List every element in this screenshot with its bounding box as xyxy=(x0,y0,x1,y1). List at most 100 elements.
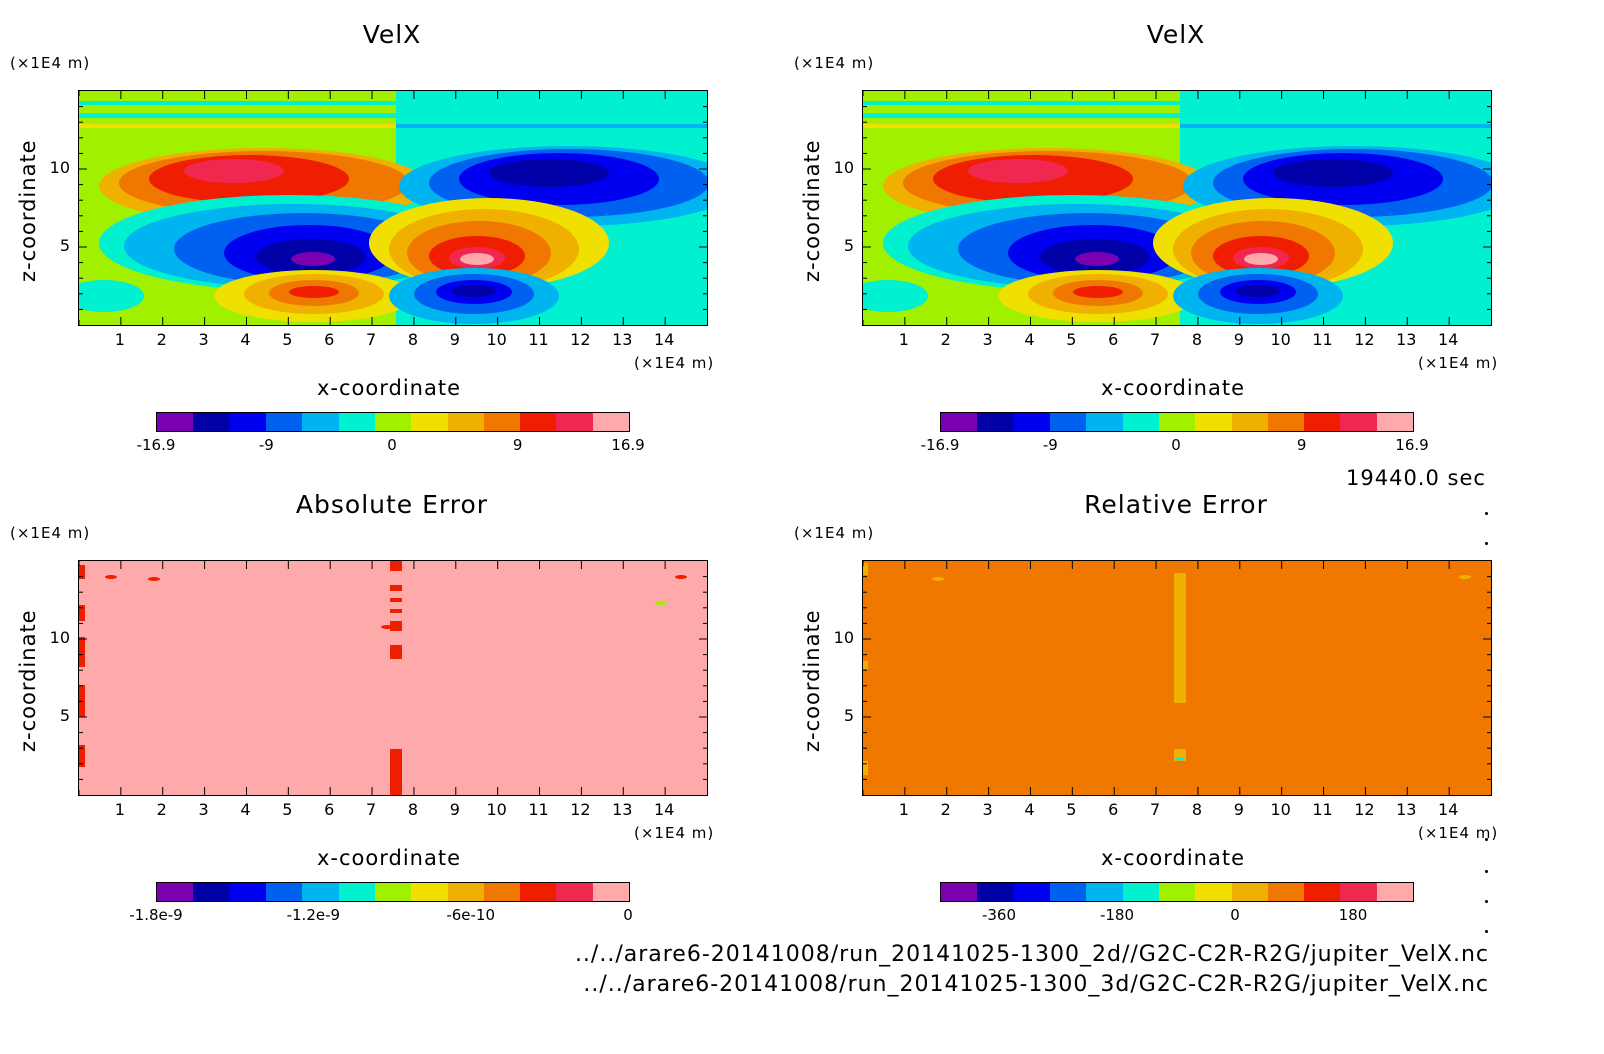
colorbar-swatch xyxy=(1267,883,1305,901)
field-band xyxy=(79,101,707,105)
marker-dot xyxy=(1485,838,1488,841)
marker-dot xyxy=(1485,900,1488,903)
colorbar-swatch xyxy=(1231,413,1268,431)
colorbar-swatch xyxy=(411,883,448,901)
positive-lobe xyxy=(1073,286,1123,298)
colorbar-label: 0 xyxy=(1230,906,1240,924)
x-tick-label: 9 xyxy=(1233,330,1244,349)
colorbar-label: -9 xyxy=(258,436,274,454)
error-patch xyxy=(863,661,868,669)
x-tick-label: 4 xyxy=(1024,800,1035,819)
negative-lobe xyxy=(1273,159,1393,187)
x-tick-label: 5 xyxy=(282,800,293,819)
field-band xyxy=(863,124,1180,128)
error-patch xyxy=(390,749,402,795)
colorbar-label: 16.9 xyxy=(611,436,645,454)
colorbar-swatch xyxy=(1195,883,1232,901)
colorbar-swatch xyxy=(977,883,1014,901)
x-tick-label: 9 xyxy=(449,330,460,349)
plot-area xyxy=(78,560,708,796)
colorbar-label: 180 xyxy=(1338,906,1368,924)
y-axis-label: z-coordinate xyxy=(800,139,824,282)
field-band xyxy=(863,113,1491,118)
colorbar-swatch xyxy=(302,883,339,901)
colorbar-swatch xyxy=(1304,883,1341,901)
x-tick-label: 8 xyxy=(1191,800,1203,819)
x-tick-label: 12 xyxy=(1354,330,1375,349)
error-patch xyxy=(381,625,393,629)
x-tick-label: 6 xyxy=(324,330,335,349)
x-tick-label: 11 xyxy=(1312,800,1333,819)
colorbar-swatch xyxy=(447,883,484,901)
y-axis-unit: (×1E4 m) xyxy=(10,524,91,542)
tick-marks xyxy=(863,91,1491,325)
colorbar-label: 9 xyxy=(512,436,523,454)
chart-title: Relative Error xyxy=(1084,490,1268,519)
x-tick-label: 2 xyxy=(940,330,951,349)
tick-marks xyxy=(79,561,707,795)
colorbar-swatch xyxy=(556,413,593,431)
colorbar-swatch xyxy=(265,883,303,901)
source-file-path-2: ../../arare6-20141008/run_20141025-1300_… xyxy=(583,972,1489,997)
colorbar-label: 9 xyxy=(1296,436,1307,454)
x-tick-label: 1 xyxy=(114,800,125,819)
edge-feature xyxy=(649,272,707,300)
colorbar-swatch xyxy=(556,883,593,901)
x-axis-unit: (×1E4 m) xyxy=(1418,824,1499,842)
colorbar-swatch xyxy=(1340,883,1377,901)
y-tick-label: 10 xyxy=(833,628,854,647)
absolute-error-panel: Absolute Error (×1E4 m) z-coordinate 1 2 3 4 5 6… xyxy=(0,470,780,940)
velx-panel-left: VelX (×1E4 m) z-coordinate 1 2 3 4 5 6 7 8 9 10 11 12 1… xyxy=(0,0,780,470)
negative-lobe xyxy=(452,285,496,297)
x-tick-label: 4 xyxy=(1024,330,1035,349)
positive-lobe xyxy=(184,159,284,183)
x-tick-label: 13 xyxy=(1396,800,1417,819)
x-tick-label: 14 xyxy=(653,800,675,819)
colorbar-label: 0 xyxy=(1171,436,1181,454)
colorbar-swatch xyxy=(447,413,484,431)
chart-title: VelX xyxy=(362,20,422,49)
y-tick-label: 10 xyxy=(49,158,70,177)
y-axis-label: z-coordinate xyxy=(16,609,40,752)
x-tick-label: 2 xyxy=(156,330,167,349)
x-axis-label: x-coordinate xyxy=(317,376,462,400)
y-axis-label: z-coordinate xyxy=(16,139,40,282)
field-band xyxy=(79,124,396,128)
field-band xyxy=(396,124,707,128)
colorbar-label: 0 xyxy=(387,436,397,454)
y-tick-label: 10 xyxy=(833,158,854,177)
field-heatmap xyxy=(863,561,1491,795)
x-tick-label: 13 xyxy=(1396,330,1417,349)
colorbar-swatch xyxy=(411,413,448,431)
error-patch xyxy=(79,605,85,621)
x-tick-label: 6 xyxy=(1108,330,1119,349)
x-axis-label: x-coordinate xyxy=(317,846,462,870)
field-band xyxy=(79,113,707,118)
x-tick-label: 8 xyxy=(1191,330,1203,349)
x-tick-label: 3 xyxy=(198,800,209,819)
time-label: 19440.0 sec xyxy=(1346,466,1486,490)
plot-area xyxy=(862,90,1492,326)
error-patch xyxy=(390,621,402,631)
negative-lobe xyxy=(291,252,335,266)
y-axis-label: z-coordinate xyxy=(800,609,824,752)
error-patch xyxy=(863,761,868,775)
marker-dot xyxy=(1485,512,1488,515)
colorbar-swatch xyxy=(1086,413,1123,431)
colorbar-swatch xyxy=(941,883,978,901)
positive-lobe xyxy=(460,253,494,265)
colorbar-swatch xyxy=(338,413,375,431)
x-tick-label: 2 xyxy=(156,800,167,819)
edge-feature xyxy=(863,280,928,312)
tick-marks xyxy=(79,91,707,325)
colorbar-swatch xyxy=(520,413,557,431)
x-tick-label: 9 xyxy=(449,800,460,819)
error-patch xyxy=(390,609,402,613)
x-tick-label: 5 xyxy=(1066,800,1077,819)
colorbar-swatch xyxy=(338,883,375,901)
colorbar-swatch xyxy=(1013,883,1050,901)
x-tick-label: 13 xyxy=(612,330,633,349)
x-tick-label: 5 xyxy=(1066,330,1077,349)
positive-lobe xyxy=(289,286,339,298)
colorbar-swatch xyxy=(1340,413,1377,431)
